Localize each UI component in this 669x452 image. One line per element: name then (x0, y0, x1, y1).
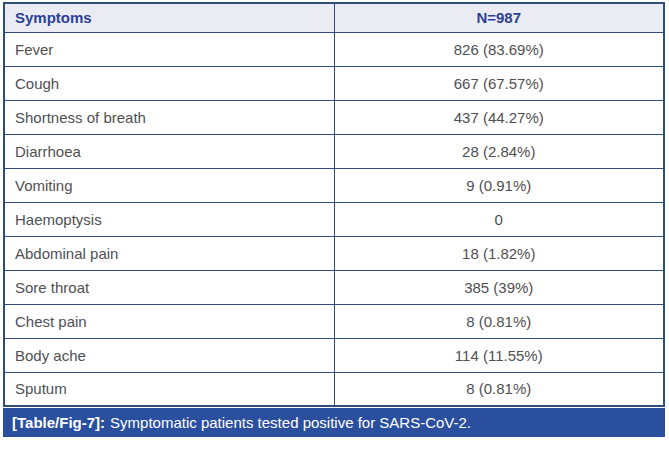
caption-label: [Table/Fig-7]: (12, 414, 105, 431)
table-row: Body ache114 (11.55%) (4, 338, 664, 372)
symptom-cell: Vomiting (4, 168, 334, 202)
symptom-cell: Shortness of breath (4, 100, 334, 134)
value-cell: 8 (0.81%) (334, 304, 664, 338)
table-header: Symptoms N=987 (4, 3, 664, 32)
symptom-cell: Chest pain (4, 304, 334, 338)
table-figure: Symptoms N=987 Fever826 (83.69%)Cough667… (0, 0, 669, 439)
value-cell: 18 (1.82%) (334, 236, 664, 270)
column-header-symptoms: Symptoms (4, 3, 334, 32)
table-row: Haemoptysis0 (4, 202, 664, 236)
value-cell: 114 (11.55%) (334, 338, 664, 372)
symptom-cell: Abdominal pain (4, 236, 334, 270)
symptom-cell: Sputum (4, 372, 334, 406)
table-row: Sputum8 (0.81%) (4, 372, 664, 406)
table-row: Diarrhoea28 (2.84%) (4, 134, 664, 168)
symptom-cell: Fever (4, 32, 334, 66)
value-cell: 667 (67.57%) (334, 66, 664, 100)
value-cell: 28 (2.84%) (334, 134, 664, 168)
value-cell: 9 (0.91%) (334, 168, 664, 202)
table-row: Vomiting9 (0.91%) (4, 168, 664, 202)
symptom-cell: Haemoptysis (4, 202, 334, 236)
value-cell: 437 (44.27%) (334, 100, 664, 134)
symptom-cell: Cough (4, 66, 334, 100)
symptom-cell: Diarrhoea (4, 134, 334, 168)
table-body: Fever826 (83.69%)Cough667 (67.57%)Shortn… (4, 32, 664, 406)
value-cell: 0 (334, 202, 664, 236)
value-cell: 826 (83.69%) (334, 32, 664, 66)
value-cell: 385 (39%) (334, 270, 664, 304)
table-row: Shortness of breath437 (44.27%) (4, 100, 664, 134)
value-cell: 8 (0.81%) (334, 372, 664, 406)
caption-text: Symptomatic patients tested positive for… (110, 414, 471, 431)
table-row: Sore throat385 (39%) (4, 270, 664, 304)
symptom-cell: Sore throat (4, 270, 334, 304)
header-row: Symptoms N=987 (4, 3, 664, 32)
table-caption-bar: [Table/Fig-7]: Symptomatic patients test… (3, 408, 665, 437)
column-header-n: N=987 (334, 3, 664, 32)
table-row: Abdominal pain18 (1.82%) (4, 236, 664, 270)
table-row: Chest pain8 (0.81%) (4, 304, 664, 338)
symptom-cell: Body ache (4, 338, 334, 372)
table-row: Cough667 (67.57%) (4, 66, 664, 100)
table-row: Fever826 (83.69%) (4, 32, 664, 66)
symptoms-table: Symptoms N=987 Fever826 (83.69%)Cough667… (3, 2, 665, 407)
